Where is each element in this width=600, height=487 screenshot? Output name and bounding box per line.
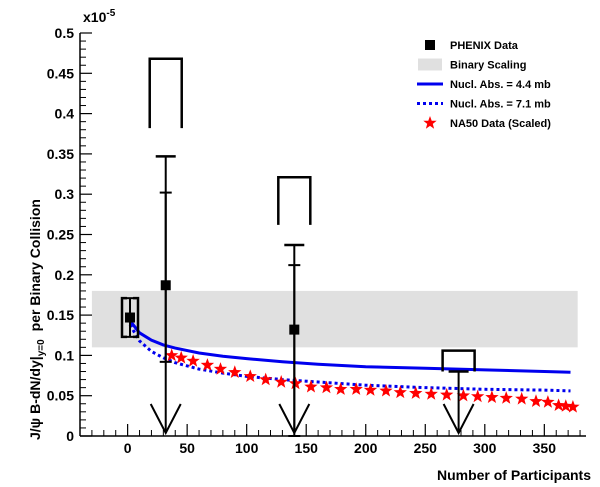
y-tick-label: 0.3: [55, 186, 75, 202]
legend-label: Binary Scaling: [450, 60, 526, 72]
na50-point: [349, 382, 363, 395]
legend-label: Nucl. Abs. = 7.1 mb: [450, 99, 551, 111]
na50-point: [409, 386, 423, 399]
x-tick-label: 250: [414, 440, 438, 456]
legend-item: Nucl. Abs. = 4.4 mb: [417, 79, 551, 91]
x-tick-label: 50: [179, 440, 195, 456]
phenix-point-group: [148, 57, 183, 436]
na50-point: [213, 362, 228, 375]
y-exponent-label: x10-5: [83, 8, 116, 25]
phenix-sys-bracket: [277, 176, 312, 225]
legend-band-icon: [418, 58, 442, 71]
na50-layer: [165, 348, 580, 413]
na50-point: [393, 385, 407, 399]
x-tick-label: 0: [124, 440, 132, 456]
legend-star-icon: [423, 116, 437, 129]
y-tick-label: 0.45: [47, 65, 74, 81]
phenix-point: [125, 312, 136, 323]
phenix-sys-bracket: [441, 349, 476, 372]
na50-point: [456, 388, 470, 402]
phenix-sys-bracket: [133, 296, 140, 339]
na50-point: [186, 354, 200, 367]
na50-point: [165, 348, 179, 362]
legend-label: Nucl. Abs. = 4.4 mb: [450, 79, 551, 91]
na50-point: [485, 390, 499, 403]
x-tick-label: 200: [354, 440, 378, 456]
legend-item: NA50 Data (Scaled): [423, 116, 551, 130]
x-tick-label: 100: [235, 440, 259, 456]
na50-point: [515, 391, 529, 405]
legend-label: PHENIX Data: [450, 40, 519, 52]
phenix-sys-bracket: [148, 57, 183, 129]
na50-point: [363, 383, 378, 396]
y-axis-title-tail: per Binary Collision: [27, 199, 43, 331]
y-tick-label: 0.35: [47, 146, 74, 162]
x-tick-label: 300: [473, 440, 497, 456]
phenix-layer: [120, 57, 476, 437]
na50-point: [499, 391, 513, 404]
na50-point: [541, 395, 555, 408]
na50-point: [200, 358, 215, 371]
x-axis-title: Number of Participants: [437, 467, 591, 483]
legend: PHENIX Data Binary Scaling Nucl. Abs. = 4.…: [417, 40, 551, 130]
na50-point: [228, 365, 242, 378]
y-tick-label: 0.05: [47, 388, 74, 404]
na50-point: [379, 383, 393, 397]
axis-layer: 0 0.05 0.1 0.15 0.2 0.25 0.3 0.35 0.4 0.45 0.5 0 50 1…: [47, 25, 586, 456]
y-axis-title: J/ψ B-dN/dy|y=0 per Binary Collision: [27, 199, 47, 440]
na50-point: [334, 382, 348, 395]
phenix-point-group: [120, 296, 140, 339]
na50-point: [304, 379, 318, 393]
phenix-arrow: [149, 403, 182, 436]
na50-point: [529, 394, 543, 407]
na50-point: [174, 350, 188, 364]
na50-point: [319, 380, 334, 394]
legend-item: Binary Scaling: [418, 58, 526, 72]
na50-point: [288, 376, 303, 390]
legend-item: Nucl. Abs. = 7.1 mb: [417, 99, 551, 111]
phenix-sys-bracket: [120, 296, 128, 339]
y-tick-label: 0.1: [55, 347, 75, 363]
legend-square-icon: [425, 40, 435, 50]
na50-point: [566, 400, 580, 413]
na50-point: [243, 369, 257, 382]
y-exponent-power: -5: [106, 8, 115, 19]
legend-item: PHENIX Data: [425, 40, 519, 52]
x-tick-label: 150: [295, 440, 319, 456]
phenix-point-group: [441, 349, 476, 436]
y-tick-label: 0.4: [55, 106, 75, 122]
na50-point: [274, 375, 288, 388]
na50-point: [552, 398, 566, 411]
svg-text:J/ψ B-dN/dy|y=0per Binary Co: J/ψ B-dN/dy|y=0 per Binary Collision: [27, 199, 47, 440]
y-tick-label: 0.25: [47, 227, 74, 243]
y-axis-title-main: J/ψ B-dN/dy|: [27, 356, 43, 440]
y-tick-label: 0.5: [55, 25, 75, 41]
na50-point: [559, 399, 573, 412]
na50-point: [424, 387, 438, 400]
binary-scaling-band: [91, 290, 578, 348]
y-tick-label: 0: [66, 428, 74, 444]
curve-nucl-abs-4-4: [128, 319, 571, 374]
x-tick-label: 350: [533, 440, 557, 456]
y-axis-title-sub: y=0: [36, 339, 47, 356]
binary-scaling-band-layer: [91, 290, 578, 348]
na50-point: [471, 389, 485, 403]
phenix-point: [160, 280, 171, 291]
na50-point: [440, 387, 454, 401]
phenix-arrow: [442, 403, 475, 436]
na50-point: [259, 372, 273, 386]
legend-label: NA50 Data (Scaled): [450, 118, 551, 130]
y-tick-label: 0.2: [55, 267, 75, 283]
phenix-point: [289, 324, 300, 335]
y-tick-label: 0.15: [47, 307, 74, 323]
